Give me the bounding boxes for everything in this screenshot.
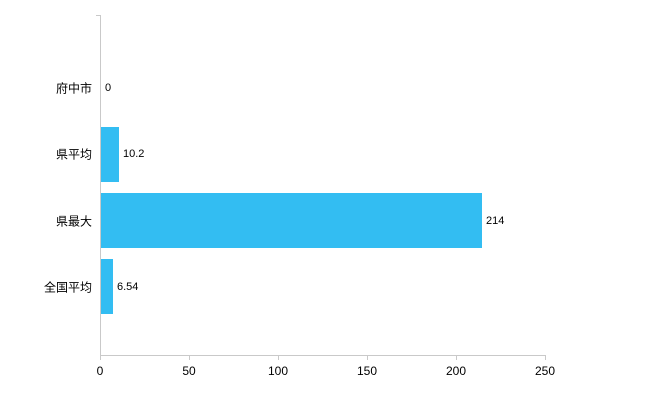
x-tick-label-2: 100 bbox=[267, 364, 289, 378]
value-label-0: 0 bbox=[105, 82, 112, 94]
x-tick-3 bbox=[367, 356, 368, 360]
bar-1 bbox=[101, 126, 119, 182]
x-tick-label-0: 0 bbox=[96, 364, 104, 378]
category-label-1: 県平均 bbox=[55, 147, 92, 162]
x-tick-4 bbox=[456, 356, 457, 360]
value-label-3: 6.54 bbox=[117, 280, 139, 293]
x-tick-label-1: 50 bbox=[182, 364, 196, 378]
bar-3 bbox=[101, 259, 113, 315]
x-tick-1 bbox=[189, 356, 190, 360]
x-tick-2 bbox=[278, 356, 279, 360]
y-axis-top-tick bbox=[96, 15, 100, 16]
x-tick-0 bbox=[100, 356, 101, 360]
bar-2 bbox=[101, 193, 482, 249]
x-axis bbox=[100, 355, 546, 356]
category-label-3: 全国平均 bbox=[43, 280, 92, 295]
x-tick-label-3: 150 bbox=[356, 364, 378, 378]
value-label-1: 10.2 bbox=[123, 148, 145, 161]
value-label-2: 214 bbox=[486, 214, 505, 227]
category-label-0: 府中市 bbox=[55, 81, 92, 96]
category-label-2: 県最大 bbox=[55, 214, 92, 229]
x-tick-label-4: 200 bbox=[445, 364, 467, 378]
y-axis bbox=[100, 15, 101, 355]
x-tick-5 bbox=[545, 356, 546, 360]
x-tick-label-5: 250 bbox=[534, 364, 556, 378]
